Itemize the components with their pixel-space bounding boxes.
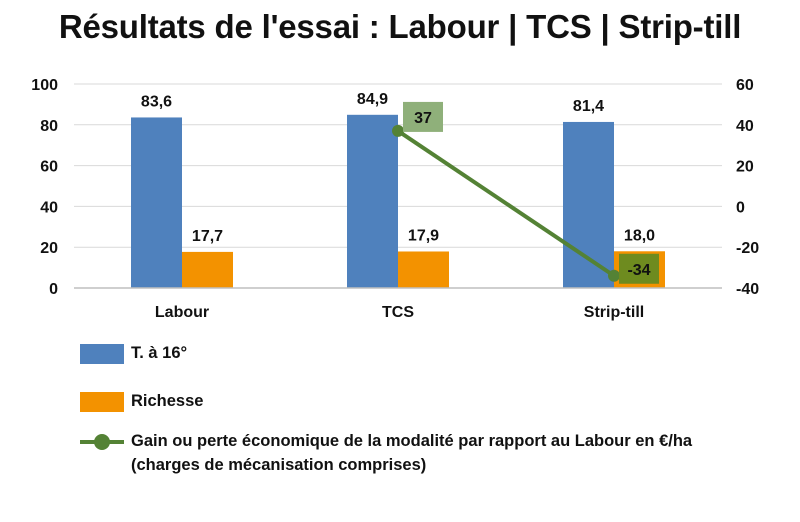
series-line-gain	[396, 129, 616, 278]
x-axis-tick-label: Strip-till	[584, 304, 644, 321]
line-data-label: 37	[403, 101, 443, 132]
bar	[563, 121, 614, 288]
bar-data-label: 84,9	[357, 91, 388, 108]
line-label-box	[403, 101, 443, 132]
line-label-box	[619, 253, 659, 284]
x-axis-tick-label: TCS	[382, 304, 414, 321]
legend-item-richesse: Richesse	[80, 391, 380, 413]
left-axis-tick-label: 20	[40, 240, 58, 257]
right-axis-tick-label: 20	[736, 159, 754, 176]
series-point-gain	[392, 124, 404, 137]
bars	[131, 114, 665, 289]
left-axis-tick-label: 100	[31, 77, 58, 94]
bar	[347, 114, 398, 288]
right-axis-tick-label: 60	[736, 77, 754, 94]
right-axis-tick-label: 40	[736, 118, 754, 135]
line-data-label: -34	[619, 253, 659, 284]
bar	[398, 251, 449, 288]
bar-data-label: 83,6	[141, 93, 172, 110]
line-series	[392, 124, 620, 282]
series-point-gain	[608, 269, 620, 282]
left-axis-tick-label: 40	[40, 199, 58, 216]
right-axis-tick-label: -20	[736, 240, 759, 257]
left-axis-tick-label: 0	[49, 281, 58, 298]
right-axis-tick-label: -40	[736, 281, 759, 298]
legend-label-richesse: Richesse	[131, 392, 204, 410]
legend-label-gain: Gain ou perte économique de la modalité …	[131, 432, 693, 450]
bar-data-label: 81,4	[573, 98, 604, 115]
chart-title: Résultats de l'essai : Labour | TCS | St…	[58, 8, 742, 45]
bar	[131, 117, 182, 289]
bar	[182, 251, 233, 288]
bar-data-label: 17,9	[408, 227, 439, 244]
bar-data-label: 17,7	[192, 228, 223, 245]
legend-swatch-blue	[80, 344, 124, 364]
bar-data-label: 18,0	[624, 227, 655, 244]
legend-label-t16: T. à 16°	[131, 344, 188, 362]
legend-item-gain: Gain ou perte économique de la modalité …	[80, 431, 780, 481]
axes: 0 20 40 60 80 100 -40 -20 0 20 40 60 Labour TCS Strip-…	[31, 77, 759, 321]
data-labels: 83,6 84,9 81,4 17,7 17,9 18,0 37 -34	[141, 91, 659, 284]
legend-item-t16: T. à 16°	[80, 343, 380, 365]
line-label-text: 37	[414, 110, 432, 127]
line-label-text: -34	[627, 262, 650, 279]
right-axis-tick-label: 0	[736, 199, 745, 216]
left-axis-tick-label: 80	[40, 118, 58, 135]
legend-swatch-line	[80, 431, 124, 453]
legend-swatch-orange	[80, 392, 124, 412]
legend-label-gain-line2: (charges de mécanisation comprises)	[131, 456, 427, 474]
x-axis-tick-label: Labour	[155, 304, 209, 321]
left-axis-tick-label: 60	[40, 159, 58, 176]
